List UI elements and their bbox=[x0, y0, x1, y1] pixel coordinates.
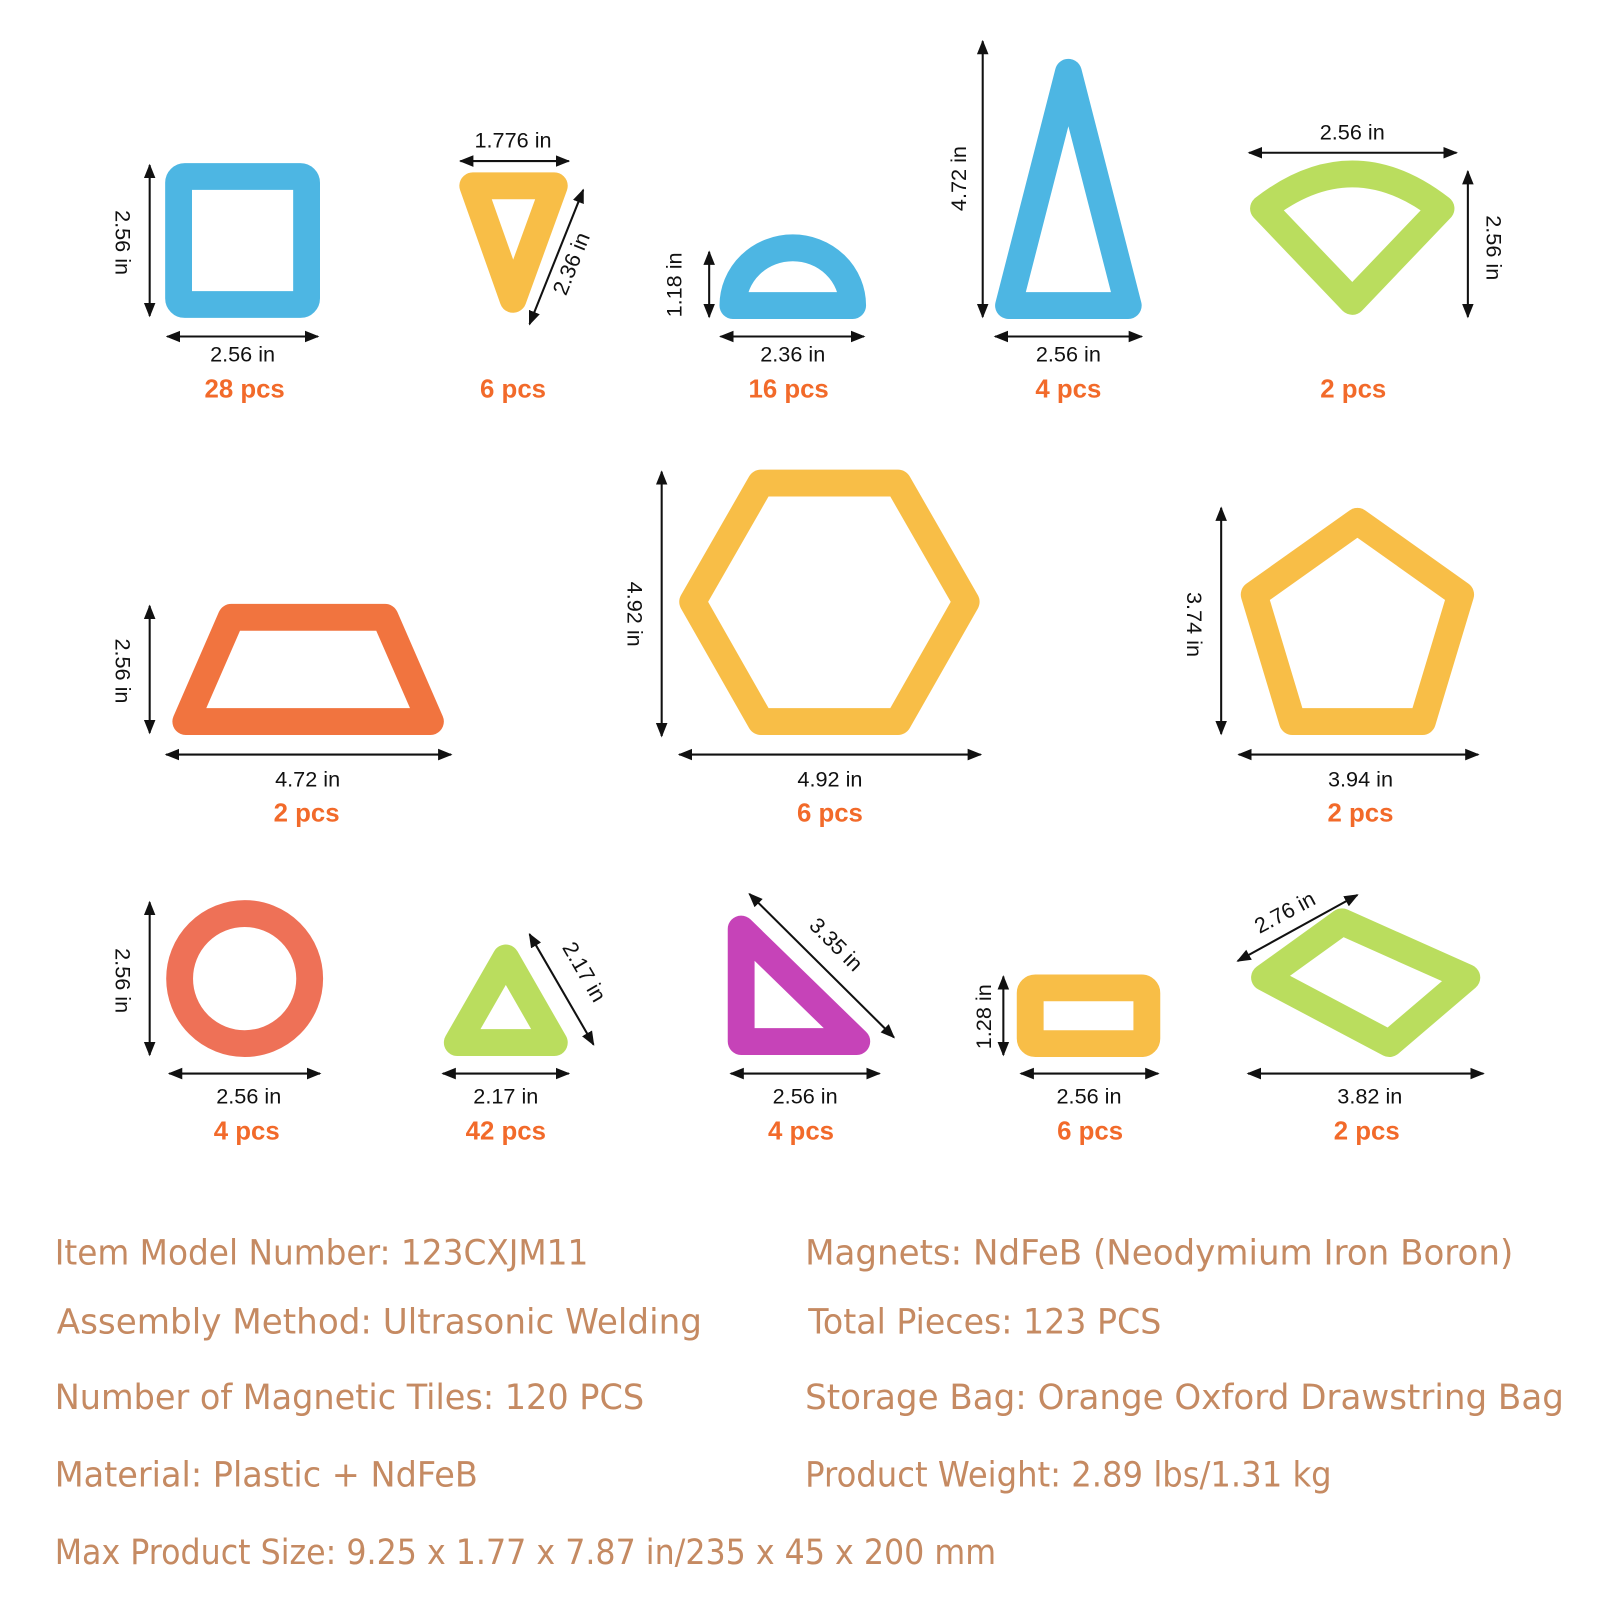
dim-width: 2.56 in bbox=[216, 1083, 281, 1108]
dim-width: 2.17 in bbox=[473, 1083, 538, 1108]
spec-max-product-size: Max Product Size: 9.25 x 1.77 x 7.87 in/… bbox=[55, 1532, 996, 1573]
dim-width: 2.56 in bbox=[1320, 119, 1385, 144]
piece-rectangle: 1.28 in 2.56 in 6 pcs bbox=[971, 974, 1161, 1146]
dim-width: 3.94 in bbox=[1328, 767, 1393, 792]
rhombus-tile bbox=[1251, 908, 1481, 1058]
spec-magnets: Magnets: NdFeB (Neodymium Iron Boron) bbox=[805, 1233, 1513, 1274]
piece-rhombus: 2.76 in 3.82 in 2 pcs bbox=[1236, 886, 1485, 1146]
dim-height: 2.56 in bbox=[111, 638, 136, 703]
ring-tile bbox=[166, 900, 324, 1058]
piece-sector: 2.56 in 2.56 in 2 pcs bbox=[1247, 119, 1506, 403]
piece-count: 2 pcs bbox=[1328, 800, 1394, 828]
dim-width: 2.56 in bbox=[1036, 341, 1101, 366]
dim-width: 1.776 in bbox=[474, 128, 551, 153]
dim-height: 3.74 in bbox=[1182, 592, 1207, 657]
dim-height: 1.18 in bbox=[661, 252, 686, 317]
piece-right-triangle: 3.35 in 2.56 in 4 pcs bbox=[727, 892, 895, 1146]
dim-width: 2.56 in bbox=[210, 341, 275, 366]
square-tile bbox=[165, 163, 320, 318]
spec-product-weight: Product Weight: 2.89 lbs/1.31 kg bbox=[805, 1454, 1331, 1495]
dim-height: 2.56 in bbox=[111, 210, 136, 275]
dim-width: 3.82 in bbox=[1337, 1083, 1402, 1108]
tall-triangle-tile bbox=[995, 58, 1142, 319]
spec-magnetic-tiles: Number of Magnetic Tiles: 120 PCS bbox=[55, 1377, 644, 1418]
piece-equilateral-triangle: 2.17 in 2.17 in 42 pcs bbox=[441, 932, 612, 1146]
product-specs: Item Model Number: 123CXJM11 Magnets: Nd… bbox=[55, 1233, 1564, 1573]
piece-count: 28 pcs bbox=[204, 375, 284, 403]
rectangle-tile bbox=[1016, 974, 1161, 1058]
trapezoid-tile bbox=[172, 603, 444, 735]
piece-count: 6 pcs bbox=[480, 375, 546, 403]
dim-width: 2.56 in bbox=[1057, 1083, 1122, 1108]
piece-count: 42 pcs bbox=[466, 1118, 546, 1146]
piece-ring: 2.56 in 2.56 in 4 pcs bbox=[111, 900, 324, 1146]
dim-height: 4.72 in bbox=[946, 146, 971, 211]
dim-height: 2.56 in bbox=[1481, 215, 1506, 280]
spec-material: Material: Plastic + NdFeB bbox=[55, 1454, 478, 1495]
dim-width: 4.72 in bbox=[275, 767, 340, 792]
dim-width: 2.56 in bbox=[773, 1083, 838, 1108]
piece-count: 16 pcs bbox=[748, 375, 828, 403]
piece-tall-triangle: 4.72 in 2.56 in 4 pcs bbox=[946, 39, 1144, 403]
dim-height: 2.56 in bbox=[111, 948, 136, 1013]
piece-pentagon: 3.74 in 3.94 in 2 pcs bbox=[1182, 506, 1480, 828]
dim-width: 2.36 in bbox=[760, 341, 825, 366]
spec-model-number: Item Model Number: 123CXJM11 bbox=[55, 1233, 589, 1274]
piece-square: 2.56 in 2.56 in 28 pcs bbox=[111, 163, 320, 403]
piece-count: 6 pcs bbox=[1057, 1118, 1123, 1146]
piece-count: 4 pcs bbox=[214, 1118, 280, 1146]
triangle-tile bbox=[459, 172, 568, 313]
sector-tile bbox=[1250, 160, 1455, 315]
piece-count: 2 pcs bbox=[1334, 1118, 1400, 1146]
piece-count: 4 pcs bbox=[768, 1118, 834, 1146]
piece-trapezoid: 2.56 in 4.72 in 2 pcs bbox=[111, 603, 453, 828]
pentagon-tile bbox=[1240, 507, 1475, 735]
dim-height: 1.28 in bbox=[971, 984, 996, 1049]
dim-height: 4.92 in bbox=[623, 582, 648, 647]
spec-storage-bag: Storage Bag: Orange Oxford Drawstring Ba… bbox=[805, 1377, 1564, 1418]
piece-count: 4 pcs bbox=[1035, 375, 1101, 403]
triangle-tile bbox=[443, 944, 568, 1056]
spec-assembly-method: Assembly Method: Ultrasonic Welding bbox=[57, 1302, 702, 1343]
piece-count: 2 pcs bbox=[274, 800, 340, 828]
piece-count: 2 pcs bbox=[1320, 375, 1386, 403]
piece-count: 6 pcs bbox=[797, 800, 863, 828]
hexagon-tile bbox=[679, 469, 980, 735]
semicircle-tile bbox=[719, 234, 867, 319]
dim-width: 4.92 in bbox=[797, 767, 862, 792]
dim-hypotenuse: 3.35 in bbox=[804, 913, 868, 977]
piece-hexagon: 4.92 in 4.92 in 6 pcs bbox=[623, 469, 983, 828]
piece-semicircle: 1.18 in 2.36 in 16 pcs bbox=[661, 234, 867, 403]
spec-total-pieces: Total Pieces: 123 PCS bbox=[807, 1302, 1161, 1343]
piece-isosceles-triangle: 1.776 in 2.36 in 6 pcs bbox=[458, 128, 595, 403]
